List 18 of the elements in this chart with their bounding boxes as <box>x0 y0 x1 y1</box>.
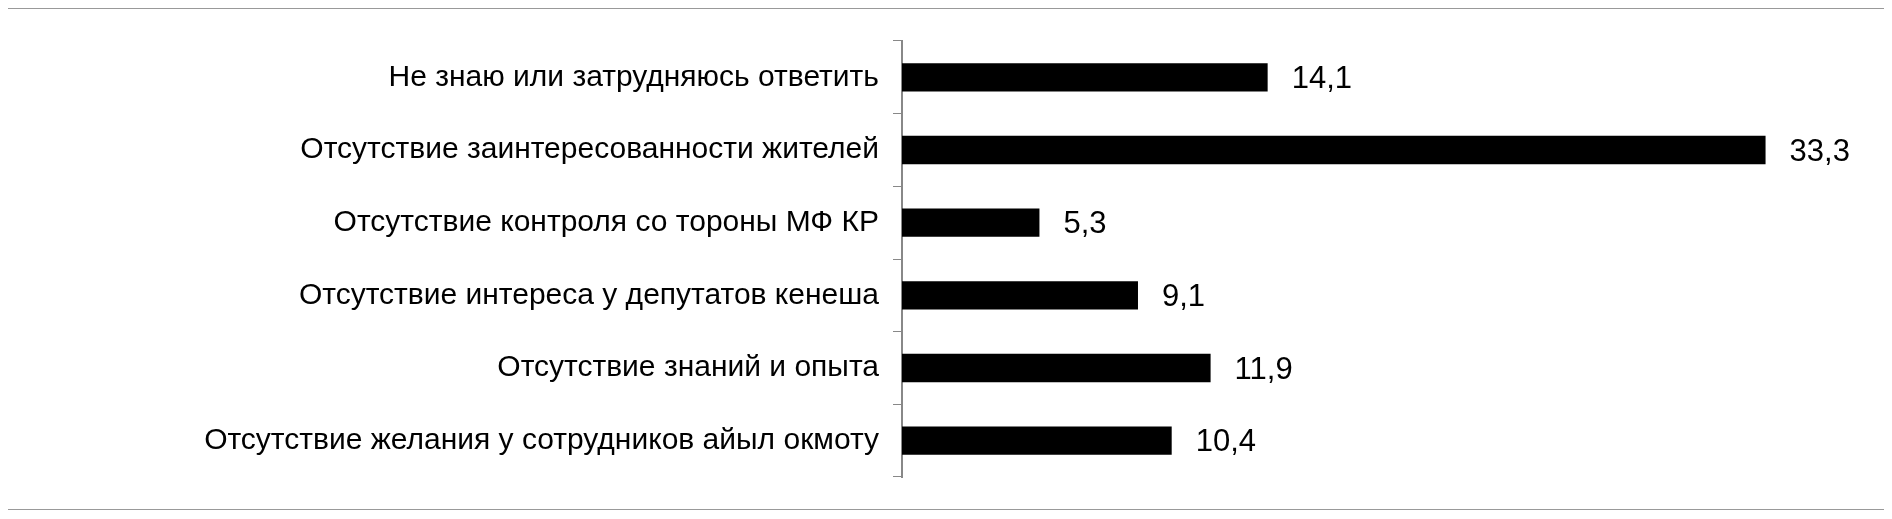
y-tick-label: Не знаю или затрудняюсь ответить <box>388 58 879 92</box>
y-tick-label: Отсутствие желания у сотрудников айыл окмоту <box>204 421 879 455</box>
data-label: 9,1 <box>1161 277 1206 313</box>
bar <box>902 426 1172 455</box>
bar <box>902 208 1040 237</box>
data-label: 33,3 <box>1789 132 1850 168</box>
bar <box>902 353 1211 383</box>
bar <box>902 281 1138 310</box>
y-tick-label: Отсутствие знаний и опыта <box>497 349 880 383</box>
data-label: 10,4 <box>1195 423 1257 459</box>
bar <box>902 63 1268 92</box>
data-label: 5,3 <box>1063 205 1107 241</box>
y-tick-label: Отсутствие контроля со тороны МФ КР <box>333 203 879 237</box>
data-label: 14,1 <box>1291 59 1352 95</box>
y-tick-label: Отсутствие интереса у депутатов кенеша <box>298 276 880 310</box>
y-tick-label: Отсутствие заинтересованности жителей <box>300 131 879 165</box>
bar <box>902 135 1766 165</box>
data-label: 11,9 <box>1234 350 1293 386</box>
